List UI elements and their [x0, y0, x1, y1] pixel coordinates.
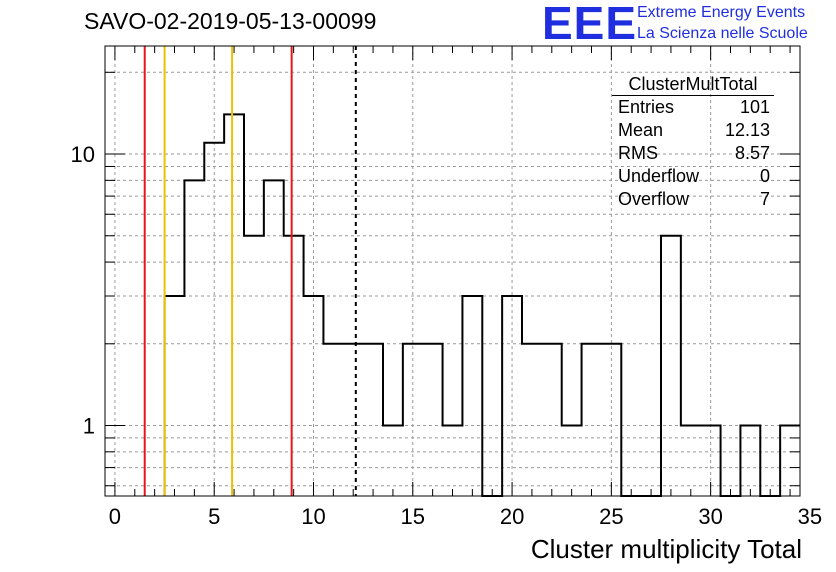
stats-label: RMS	[618, 143, 658, 163]
stats-row-entries: Entries 101	[612, 96, 774, 119]
histogram-bin	[204, 143, 224, 496]
histogram-bin	[423, 344, 443, 496]
histogram-bin	[363, 344, 383, 496]
stats-box: ClusterMultTotal Entries 101 Mean 12.13 …	[612, 74, 774, 211]
histogram-bin	[681, 426, 701, 496]
histogram-bin	[740, 426, 760, 496]
stats-label: Overflow	[618, 189, 690, 209]
x-tick-label: 35	[798, 504, 822, 529]
stats-value: 101	[739, 97, 770, 117]
stats-label: Underflow	[618, 166, 700, 186]
histogram-bin	[165, 296, 185, 496]
stats-row-underflow: Underflow 0	[612, 165, 774, 188]
stats-value: 0	[759, 166, 770, 186]
histogram-bin	[323, 344, 343, 496]
x-tick-label: 5	[208, 504, 220, 529]
histogram-bin	[542, 344, 562, 496]
x-tick-label: 25	[599, 504, 623, 529]
histogram-bin	[522, 344, 542, 496]
x-tick-label: 30	[698, 504, 722, 529]
histogram-bin	[244, 236, 264, 496]
histogram-bin	[661, 236, 681, 496]
logo-line-2: La Scienza nelle Scuole	[637, 25, 808, 42]
x-tick-label: 20	[500, 504, 524, 529]
histogram-bin	[462, 296, 482, 496]
stats-title: ClusterMultTotal	[612, 74, 774, 96]
stats-value: 7	[759, 189, 770, 209]
histogram-bin	[582, 344, 602, 496]
histogram-series	[163, 113, 800, 497]
histogram-bin	[284, 236, 304, 496]
stats-value: 12.13	[724, 120, 770, 140]
histogram-bin	[502, 296, 522, 496]
histogram-bin	[304, 296, 324, 496]
stats-row-overflow: Overflow 7	[612, 188, 774, 211]
stats-row-rms: RMS 8.57	[612, 142, 774, 165]
eee-logo: EEE	[542, 0, 638, 49]
histogram-bin	[601, 344, 621, 496]
x-tick-label: 10	[301, 504, 325, 529]
x-tick-label: 0	[109, 504, 121, 529]
x-tick-label: 15	[401, 504, 425, 529]
y-tick-label: 1	[83, 414, 95, 439]
chart-title: SAVO-02-2019-05-13-00099	[84, 8, 377, 34]
logo-line-1: Extreme Energy Events	[637, 4, 806, 21]
stats-label: Mean	[618, 120, 664, 140]
histogram-bin	[264, 180, 284, 496]
histogram-bin	[403, 344, 423, 496]
histogram-bin	[443, 426, 463, 496]
histogram-bin	[383, 426, 403, 496]
histogram-bin	[224, 114, 244, 496]
y-tick-label: 10	[71, 142, 95, 167]
stats-label: Entries	[618, 97, 675, 117]
histogram-bin	[184, 180, 204, 496]
histogram-bin	[562, 426, 582, 496]
x-axis-label: Cluster multiplicity Total	[530, 534, 802, 564]
histogram-bin	[343, 344, 363, 496]
stats-value: 8.57	[734, 143, 770, 163]
stats-row-mean: Mean 12.13	[612, 119, 774, 142]
